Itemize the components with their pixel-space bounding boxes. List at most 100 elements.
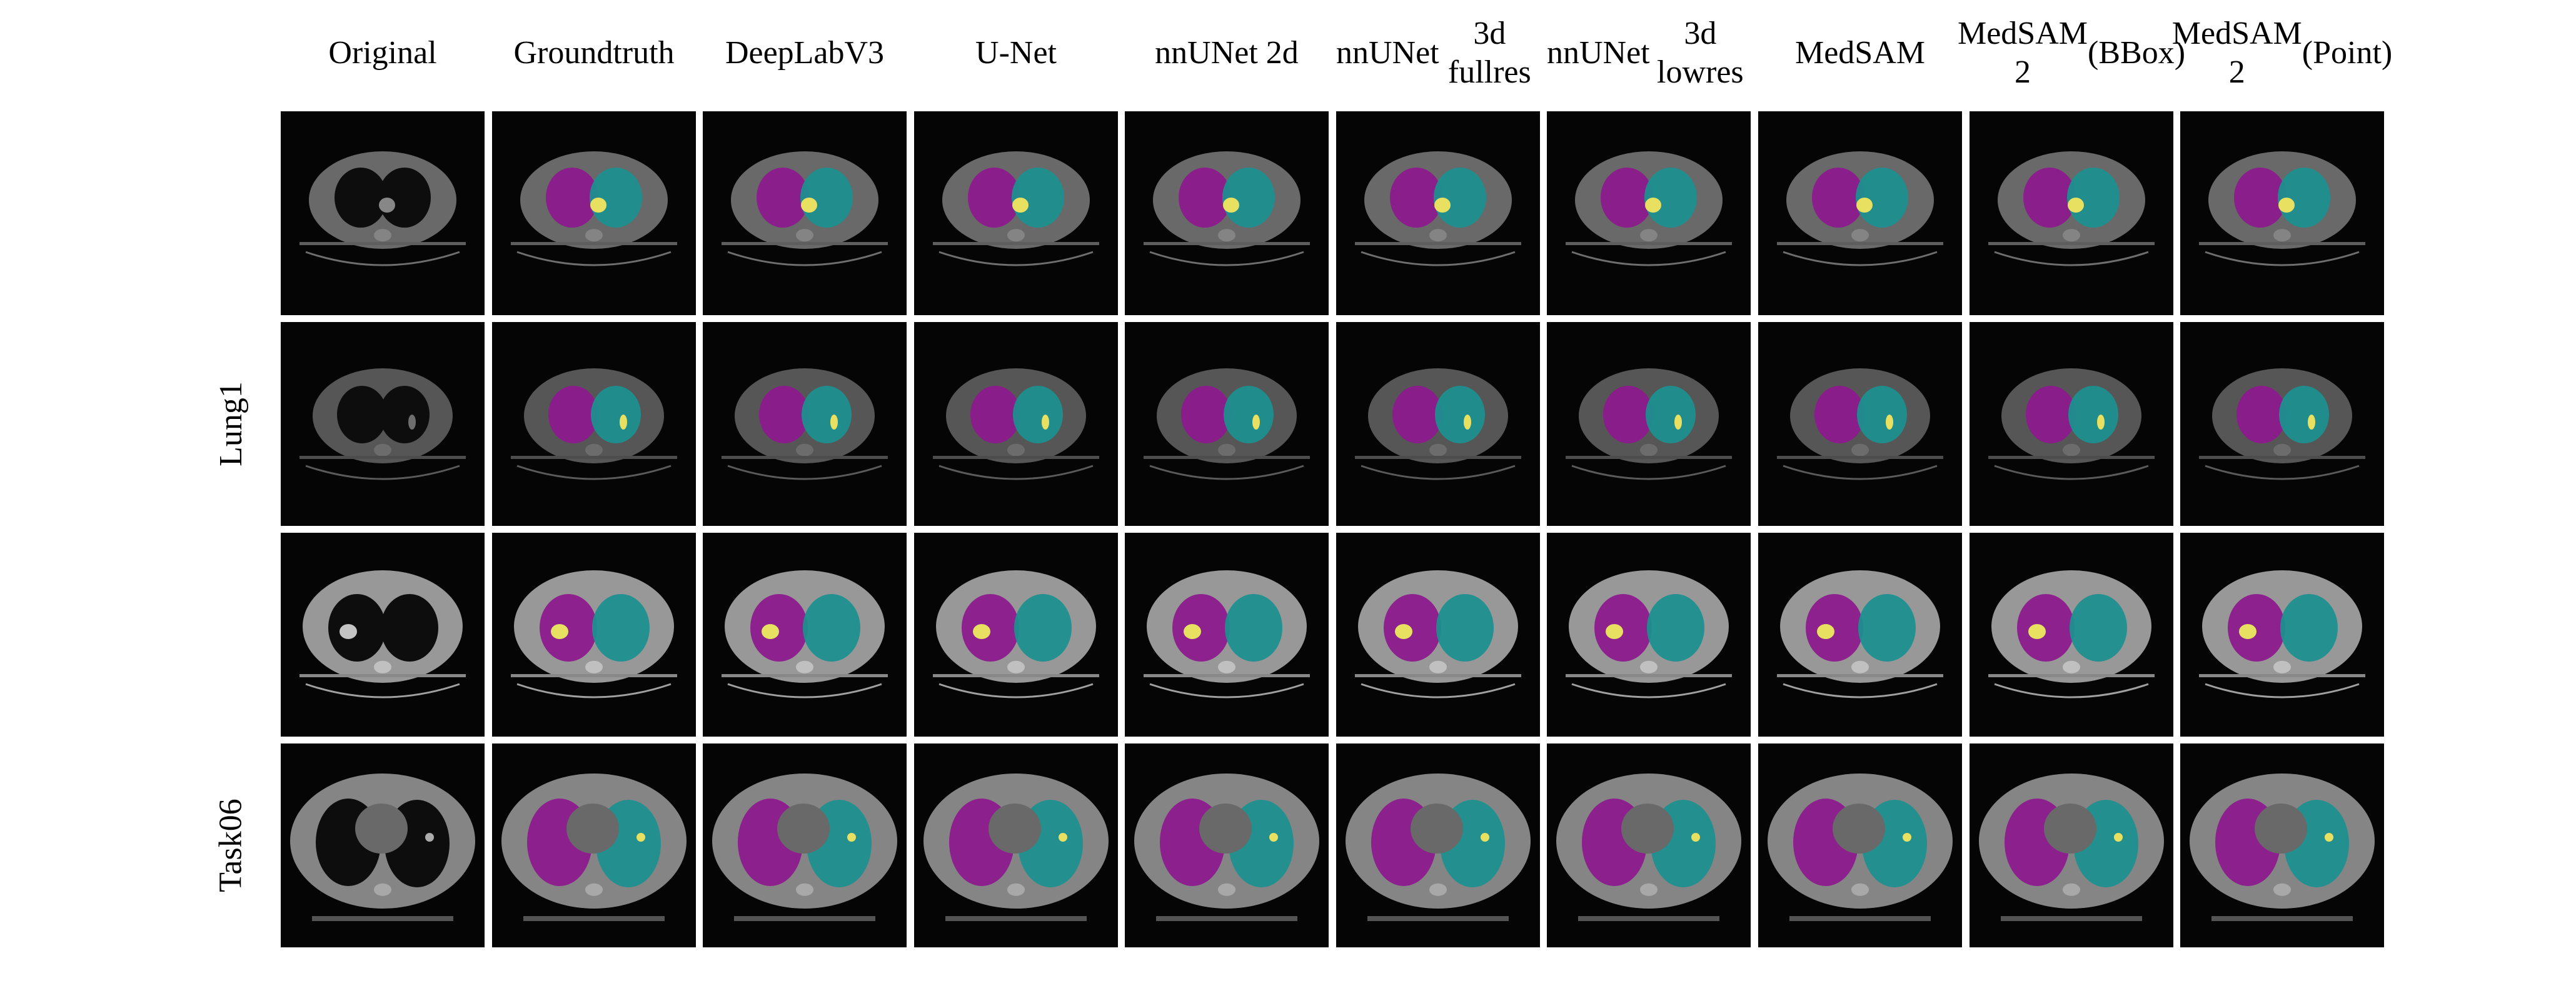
- ct-image-deeplabv3-row-2: [703, 322, 907, 526]
- right-lung-mask: [1013, 386, 1063, 443]
- ct-table-bar: [1988, 242, 2155, 245]
- left-lung-mask: [970, 386, 1020, 443]
- left-lung-mask: [1603, 386, 1653, 443]
- left-lung-mask: [757, 168, 809, 228]
- spine: [1007, 229, 1025, 242]
- ct-slice: [1768, 774, 1953, 921]
- ct-image-original-row-4: [281, 743, 485, 947]
- spine: [1218, 883, 1235, 896]
- ct-slice: [722, 570, 888, 698]
- right-lung-mask: [1225, 594, 1282, 662]
- tumor-mask: [2239, 624, 2257, 639]
- ct-table: [1783, 465, 1938, 480]
- left-lung-mask: [968, 168, 1020, 228]
- column-header-medsam2-point: MedSAM 2 (Point): [2172, 6, 2392, 100]
- tumor-mask: [1481, 833, 1489, 842]
- ct-image-medsam2-bbox-row-1: [1970, 111, 2173, 315]
- ct-image-medsam-row-1: [1758, 111, 1962, 315]
- row-label-task06: Task06: [206, 743, 256, 947]
- tumor-mask: [2068, 198, 2084, 213]
- column-header-u-net: U-Net: [914, 6, 1118, 100]
- tumor-mask: [1059, 833, 1067, 842]
- left-lung-mask: [1601, 168, 1653, 228]
- right-lung-mask: [1856, 168, 1908, 228]
- tumor-mask: [1395, 624, 1412, 639]
- ct-image-medsam2-point-row-1: [2180, 111, 2384, 315]
- ct-slice: [1355, 368, 1521, 480]
- ct-table: [1571, 683, 1726, 698]
- ct-table: [305, 465, 460, 480]
- column-header-line: MedSAM: [1794, 35, 1926, 71]
- spine: [1218, 443, 1235, 456]
- ct-image-u-net-row-1: [914, 111, 1118, 315]
- ct-slice: [1988, 151, 2155, 266]
- heart: [1411, 804, 1463, 854]
- ct-table-bar: [299, 456, 466, 459]
- ct-image-ground-truth-row-1: [492, 111, 696, 315]
- column-header-nnunet-3d-fullres: nnUNet 3d fullres: [1336, 6, 1540, 100]
- spine: [1851, 229, 1869, 242]
- left-lung-mask: [1392, 386, 1442, 443]
- ct-image-medsam2-bbox-row-2: [1970, 322, 2173, 526]
- left-lung-mask: [1390, 168, 1442, 228]
- row-label-text: Task06: [213, 799, 249, 892]
- ct-table: [938, 251, 1094, 266]
- ct-image-nnunet-2d-row-4: [1125, 743, 1329, 947]
- ct-table-bar: [511, 242, 677, 245]
- right-lung-mask: [1644, 168, 1697, 228]
- ct-table: [1994, 251, 2149, 266]
- left-lung-mask: [1179, 168, 1231, 228]
- ct-image-deeplabv3-row-3: [703, 533, 907, 737]
- ct-table-bar: [1144, 456, 1310, 459]
- ct-slice: [1346, 774, 1531, 921]
- column-header-deeplabv3: DeepLabV3: [703, 6, 907, 100]
- tumor-mask: [1606, 624, 1623, 639]
- tumor-mask: [1012, 198, 1029, 213]
- ct-table: [1149, 683, 1304, 698]
- ct-slice: [1556, 774, 1741, 921]
- spine: [374, 883, 391, 896]
- ct-image-medsam-row-2: [1758, 322, 1962, 526]
- right-lung-mask: [2070, 594, 2127, 662]
- heart: [2255, 804, 2307, 854]
- column-header-line: Original: [328, 35, 437, 71]
- right-lung-mask: [1647, 594, 1704, 662]
- ct-table-bar: [1566, 242, 1732, 245]
- column-header-line: nnUNet 2d: [1155, 35, 1299, 71]
- ct-table: [2205, 683, 2360, 698]
- left-lung-mask: [1812, 168, 1864, 228]
- ct-table-bar: [1355, 456, 1521, 459]
- tumor-mask: [1856, 198, 1873, 213]
- spine: [796, 229, 813, 242]
- left-lung-mask: [1172, 594, 1230, 662]
- column-header-line: 3d lowres: [1657, 16, 1744, 90]
- ct-slice: [1355, 570, 1521, 698]
- spine: [1007, 883, 1025, 896]
- column-header-nnunet-3d-lowres: nnUNet 3d lowres: [1547, 6, 1751, 100]
- ct-image-nnunet-3d-fullres-row-2: [1336, 322, 1540, 526]
- left-lung-mask: [546, 168, 598, 228]
- ct-image-medsam-row-4: [1758, 743, 1962, 947]
- spine: [585, 883, 603, 896]
- tumor-mask: [1903, 833, 1911, 842]
- ct-table: [727, 683, 882, 698]
- ct-table-bar: [1777, 456, 1943, 459]
- spine: [585, 443, 603, 456]
- tumor-mask: [2114, 833, 2123, 842]
- left-lung-mask: [335, 168, 387, 228]
- ct-table: [305, 683, 460, 698]
- ct-table: [727, 251, 882, 266]
- ct-slice: [299, 570, 466, 698]
- tumor-mask: [1464, 415, 1471, 430]
- column-header-medsam2-bbox: MedSAM 2 (BBox): [1958, 6, 2185, 100]
- ct-table-bar: [1777, 242, 1943, 245]
- ct-table-bar: [722, 456, 888, 459]
- tumor-mask: [2278, 198, 2295, 213]
- right-lung-mask: [2068, 386, 2118, 443]
- right-lung-mask: [1646, 386, 1696, 443]
- heart: [1199, 804, 1252, 854]
- left-lung-mask: [337, 386, 387, 443]
- right-lung-mask: [1224, 386, 1274, 443]
- ct-slice: [511, 151, 677, 266]
- ct-slice: [299, 151, 466, 266]
